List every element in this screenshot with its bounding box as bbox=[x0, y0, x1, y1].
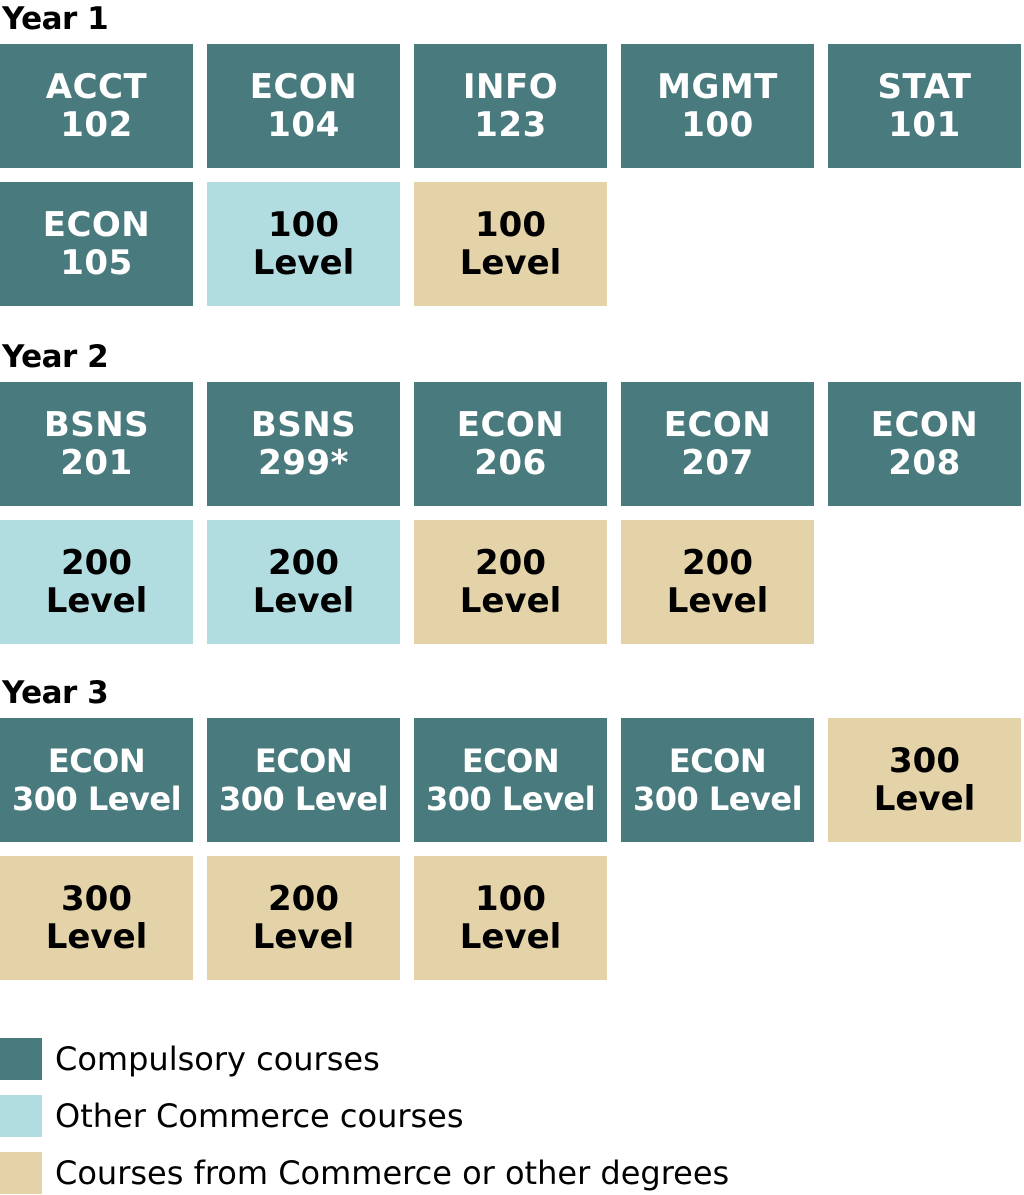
course-label: 200 Level bbox=[252, 543, 355, 621]
legend-swatch bbox=[0, 1038, 42, 1080]
course-label: ECON 104 bbox=[249, 67, 358, 145]
course-box-other: 200 Level bbox=[207, 856, 400, 980]
course-box-compulsory: ACCT 102 bbox=[0, 44, 193, 168]
course-label: BSNS 201 bbox=[43, 405, 150, 483]
course-label: ECON 105 bbox=[42, 205, 151, 283]
course-label: ACCT 102 bbox=[45, 67, 148, 145]
legend-item-commerce: Other Commerce courses bbox=[0, 1094, 464, 1138]
course-box-commerce: 100 Level bbox=[207, 182, 400, 306]
course-box-compulsory: ECON 105 bbox=[0, 182, 193, 306]
course-box-commerce: 200 Level bbox=[207, 520, 400, 644]
course-box-compulsory: INFO 123 bbox=[414, 44, 607, 168]
course-box-compulsory: MGMT 100 bbox=[621, 44, 814, 168]
course-label: 200 Level bbox=[459, 543, 562, 621]
course-label: STAT 101 bbox=[877, 67, 972, 145]
course-box-compulsory: BSNS 299* bbox=[207, 382, 400, 506]
course-box-other: 200 Level bbox=[414, 520, 607, 644]
course-label: 300 Level bbox=[45, 879, 148, 957]
course-label: 100 Level bbox=[459, 879, 562, 957]
course-box-other: 300 Level bbox=[0, 856, 193, 980]
course-box-compulsory: STAT 101 bbox=[828, 44, 1021, 168]
course-label: 100 Level bbox=[252, 205, 355, 283]
year-heading: Year 2 bbox=[2, 339, 109, 375]
course-box-compulsory: ECON 300 Level bbox=[0, 718, 193, 842]
course-label: ECON 300 Level bbox=[632, 742, 803, 818]
course-label: 200 Level bbox=[666, 543, 769, 621]
course-box-commerce: 200 Level bbox=[0, 520, 193, 644]
course-label: MGMT 100 bbox=[657, 67, 778, 145]
legend-label: Courses from Commerce or other degrees bbox=[55, 1154, 730, 1192]
legend-label: Compulsory courses bbox=[55, 1040, 380, 1078]
course-box-other: 100 Level bbox=[414, 856, 607, 980]
course-label: 100 Level bbox=[459, 205, 562, 283]
legend-item-other: Courses from Commerce or other degrees bbox=[0, 1151, 729, 1195]
course-label: ECON 300 Level bbox=[425, 742, 596, 818]
course-box-compulsory: ECON 206 bbox=[414, 382, 607, 506]
course-box-compulsory: ECON 208 bbox=[828, 382, 1021, 506]
course-label: ECON 208 bbox=[870, 405, 979, 483]
course-box-compulsory: BSNS 201 bbox=[0, 382, 193, 506]
course-box-other: 200 Level bbox=[621, 520, 814, 644]
course-label: ECON 300 Level bbox=[11, 742, 182, 818]
course-label: ECON 206 bbox=[456, 405, 565, 483]
course-label: BSNS 299* bbox=[250, 405, 357, 483]
course-label: 200 Level bbox=[252, 879, 355, 957]
course-box-other: 100 Level bbox=[414, 182, 607, 306]
course-box-compulsory: ECON 300 Level bbox=[621, 718, 814, 842]
course-box-other: 300 Level bbox=[828, 718, 1021, 842]
legend-label: Other Commerce courses bbox=[55, 1097, 464, 1135]
course-label: ECON 207 bbox=[663, 405, 772, 483]
legend-swatch bbox=[0, 1095, 42, 1137]
course-box-compulsory: ECON 104 bbox=[207, 44, 400, 168]
year-heading: Year 1 bbox=[2, 1, 109, 37]
course-label: 300 Level bbox=[873, 741, 976, 819]
course-label: ECON 300 Level bbox=[218, 742, 389, 818]
course-box-compulsory: ECON 207 bbox=[621, 382, 814, 506]
course-label: INFO 123 bbox=[462, 67, 559, 145]
course-label: 200 Level bbox=[45, 543, 148, 621]
legend-swatch bbox=[0, 1152, 42, 1194]
year-heading: Year 3 bbox=[2, 675, 109, 711]
legend-item-compulsory: Compulsory courses bbox=[0, 1037, 380, 1081]
course-box-compulsory: ECON 300 Level bbox=[414, 718, 607, 842]
course-box-compulsory: ECON 300 Level bbox=[207, 718, 400, 842]
